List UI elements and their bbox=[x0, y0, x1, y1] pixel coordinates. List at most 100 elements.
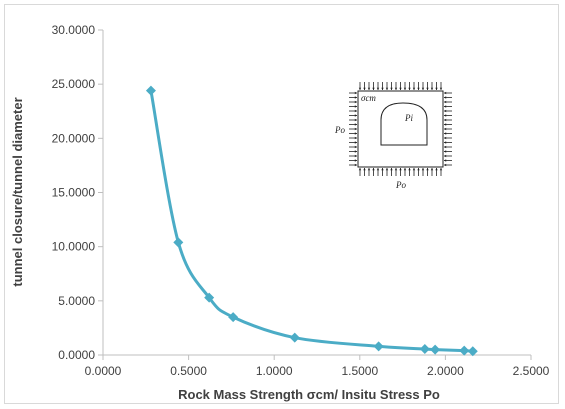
stress-arrow-head bbox=[358, 168, 362, 171]
stress-arrow-head bbox=[439, 168, 443, 171]
stress-arrow-head bbox=[354, 114, 357, 117]
stress-arrow-head bbox=[439, 87, 443, 90]
stress-arrow-head bbox=[444, 105, 447, 108]
x-tick-label: 2.0000 bbox=[427, 364, 464, 378]
stress-arrow-head bbox=[444, 150, 447, 153]
x-axis-title: Rock Mass Strength σcm/ Insitu Stress Po bbox=[178, 387, 440, 402]
stress-arrow-head bbox=[444, 159, 447, 162]
stress-arrow-head bbox=[354, 145, 357, 149]
sigma-cm-label: σcm bbox=[361, 93, 376, 103]
stress-arrow-head bbox=[444, 154, 447, 158]
stress-arrow-head bbox=[354, 127, 357, 131]
stress-arrow-head bbox=[408, 168, 411, 171]
stress-arrow-head bbox=[376, 168, 380, 171]
stress-arrow-head bbox=[444, 114, 447, 117]
stress-arrow-head bbox=[430, 168, 434, 171]
stress-arrow-head bbox=[444, 127, 447, 131]
stress-arrow-head bbox=[394, 87, 398, 90]
data-point-marker bbox=[419, 344, 430, 355]
stress-arrow-head bbox=[354, 118, 357, 122]
stress-arrow-head bbox=[354, 136, 357, 140]
stress-arrow-head bbox=[444, 96, 447, 99]
stress-arrow-head bbox=[444, 163, 447, 167]
stress-arrow-head bbox=[435, 168, 438, 171]
stress-arrow-head bbox=[417, 168, 420, 171]
stress-arrow-head bbox=[354, 96, 357, 99]
y-tick-label: 0.0000 bbox=[58, 348, 95, 362]
y-tick-label: 30.0000 bbox=[52, 23, 96, 37]
data-point-marker bbox=[459, 345, 470, 356]
stress-arrow-head bbox=[354, 159, 357, 162]
x-tick-label: 1.5000 bbox=[341, 364, 378, 378]
x-tick-label: 1.0000 bbox=[256, 364, 293, 378]
stress-arrow-head bbox=[390, 87, 393, 90]
stress-arrow-head bbox=[408, 87, 411, 90]
stress-arrow-head bbox=[426, 87, 429, 90]
x-tick-label: 0.0000 bbox=[85, 364, 122, 378]
data-point-marker bbox=[145, 85, 156, 96]
stress-arrow-head bbox=[403, 168, 407, 171]
y-tick-labels: 0.0000 5.0000 10.0000 15.0000 20.0000 25.0000… bbox=[52, 23, 96, 362]
stress-arrow-head bbox=[412, 87, 416, 90]
stress-arrow-head bbox=[444, 123, 447, 126]
tunnel-stress-diagram: σcm Pi Po Po bbox=[334, 82, 452, 190]
rock-mass-square bbox=[357, 90, 444, 168]
stress-arrow-head bbox=[399, 168, 402, 171]
series-curve bbox=[149, 90, 473, 353]
po-bottom-label: Po bbox=[395, 180, 406, 190]
y-axis-title: tunnel closure/tunnel diameter bbox=[10, 97, 25, 286]
stress-arrow-head bbox=[444, 141, 447, 144]
data-point-marker bbox=[204, 292, 215, 303]
stress-arrow-head bbox=[421, 168, 425, 171]
stress-arrows bbox=[349, 82, 452, 176]
stress-arrow-head bbox=[394, 168, 398, 171]
data-point-marker bbox=[467, 346, 478, 357]
stress-arrow-head bbox=[354, 105, 357, 108]
stress-arrow-head bbox=[444, 91, 447, 95]
stress-arrow-head bbox=[358, 87, 362, 90]
y-tick-label: 25.0000 bbox=[52, 77, 96, 91]
stress-arrow-head bbox=[399, 87, 402, 90]
pi-label: Pi bbox=[404, 113, 413, 123]
stress-arrow-head bbox=[381, 87, 384, 90]
x-tick-label: 0.5000 bbox=[170, 364, 207, 378]
stress-arrow-head bbox=[354, 91, 357, 95]
stress-arrow-head bbox=[403, 87, 407, 90]
stress-arrow-head bbox=[421, 87, 425, 90]
stress-arrow-head bbox=[444, 100, 447, 104]
data-point-marker bbox=[430, 344, 441, 355]
stress-arrow-head bbox=[385, 168, 389, 171]
stress-arrow-head bbox=[354, 154, 357, 158]
stress-arrow-head bbox=[354, 141, 357, 144]
stress-arrow-head bbox=[363, 168, 366, 171]
y-tick-label: 10.0000 bbox=[52, 240, 96, 254]
stress-arrow-head bbox=[376, 87, 380, 90]
stress-arrow-head bbox=[354, 163, 357, 167]
stress-arrow-head bbox=[444, 118, 447, 122]
stress-arrow-head bbox=[354, 100, 357, 104]
stress-arrow-head bbox=[354, 132, 357, 135]
y-tick-label: 15.0000 bbox=[52, 186, 96, 200]
stress-arrow-head bbox=[390, 168, 393, 171]
x-tick-labels: 0.0000 0.5000 1.0000 1.5000 2.0000 2.5000 bbox=[85, 364, 550, 378]
stress-arrow-head bbox=[367, 168, 371, 171]
po-left-label: Po bbox=[334, 125, 345, 135]
stress-arrow-head bbox=[444, 136, 447, 140]
stress-arrow-head bbox=[444, 145, 447, 149]
stress-arrow-head bbox=[381, 168, 384, 171]
tunnel-outline bbox=[380, 102, 428, 146]
data-point-marker bbox=[289, 332, 300, 343]
stress-arrow-head bbox=[367, 87, 371, 90]
stress-arrow-head bbox=[426, 168, 429, 171]
stress-arrow-head bbox=[444, 109, 447, 113]
series-markers bbox=[145, 85, 478, 357]
stress-arrow-head bbox=[372, 87, 375, 90]
chart-frame bbox=[4, 4, 559, 404]
stress-arrow-head bbox=[354, 109, 357, 113]
stress-arrow-head bbox=[444, 132, 447, 135]
stress-arrow-head bbox=[363, 87, 366, 90]
stress-arrow-head bbox=[430, 87, 434, 90]
stress-arrow-head bbox=[372, 168, 375, 171]
stress-arrow-head bbox=[412, 168, 416, 171]
stress-arrow-head bbox=[435, 87, 438, 90]
